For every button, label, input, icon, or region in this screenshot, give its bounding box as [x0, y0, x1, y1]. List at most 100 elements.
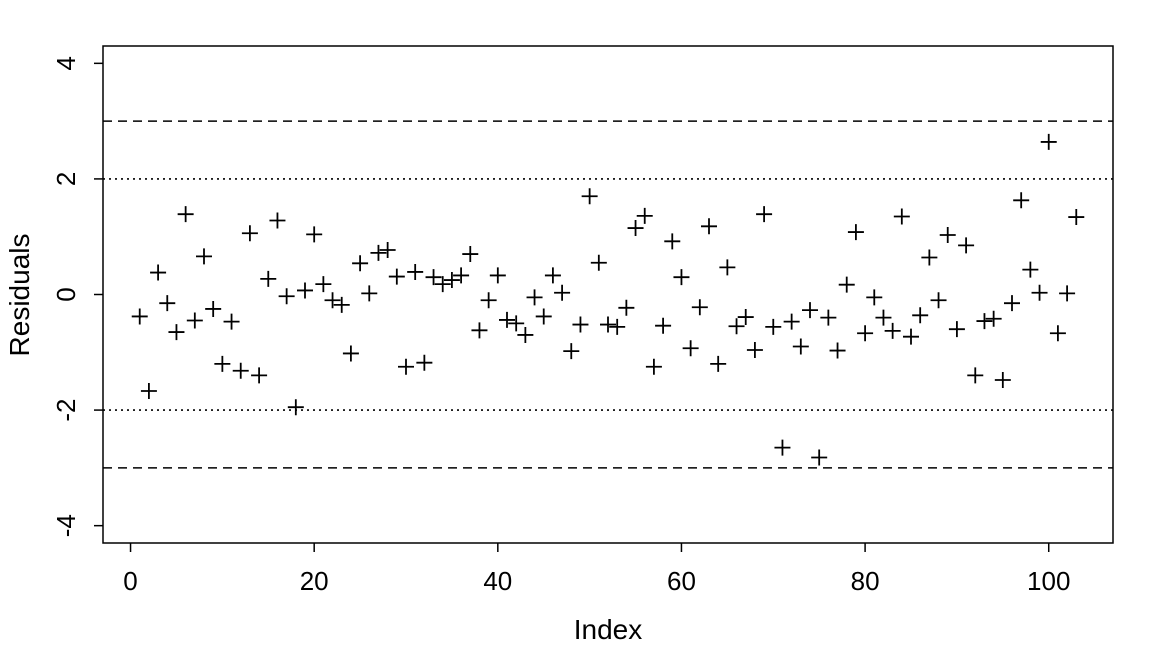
data-point	[554, 284, 571, 301]
y-tick-label: 4	[51, 56, 81, 70]
x-tick-label: 0	[123, 566, 137, 596]
data-point	[269, 212, 286, 229]
data-point	[921, 249, 938, 266]
y-tick-label: -4	[51, 514, 81, 537]
data-point	[994, 372, 1011, 389]
data-point	[912, 307, 929, 324]
data-point	[535, 308, 552, 325]
x-tick-label: 20	[300, 566, 329, 596]
data-point	[1004, 295, 1020, 312]
data-point	[1059, 285, 1076, 302]
data-point	[811, 449, 828, 466]
data-point	[1068, 209, 1085, 226]
data-point	[297, 282, 313, 299]
data-point	[875, 309, 892, 326]
data-point	[205, 300, 222, 317]
data-point	[1031, 284, 1048, 301]
data-point	[655, 317, 672, 334]
data-point	[223, 313, 240, 330]
data-point	[1013, 192, 1030, 209]
data-point	[847, 224, 864, 241]
y-tick-label: 2	[51, 172, 81, 186]
data-point	[287, 399, 304, 416]
data-point	[489, 267, 506, 284]
data-point	[967, 367, 984, 384]
data-point	[664, 233, 681, 250]
data-point	[710, 355, 727, 372]
data-point	[526, 289, 543, 306]
data-point	[893, 208, 910, 225]
y-axis: -4 -2 0 2 4	[51, 56, 103, 537]
data-point	[857, 325, 874, 342]
reference-lines	[103, 120, 1113, 469]
data-point	[985, 310, 1002, 327]
data-point	[517, 326, 534, 343]
x-tick-label: 80	[851, 566, 880, 596]
data-point	[416, 354, 433, 371]
data-point	[315, 276, 332, 293]
data-point	[600, 316, 616, 333]
data-point	[398, 358, 414, 375]
data-point	[627, 220, 644, 237]
data-point	[232, 362, 249, 379]
data-point	[434, 276, 451, 293]
data-point	[251, 367, 268, 384]
data-point	[1040, 133, 1057, 150]
data-point	[508, 315, 525, 332]
data-point	[774, 439, 791, 456]
y-axis-label: Residuals	[4, 234, 35, 357]
data-point	[746, 341, 763, 358]
data-point	[1049, 325, 1066, 342]
data-point	[333, 296, 350, 313]
data-point	[590, 254, 607, 271]
x-axis: 0 20 40 60 80 100	[123, 543, 1070, 596]
data-point	[352, 255, 369, 272]
data-points	[131, 133, 1085, 466]
data-point	[939, 226, 956, 243]
data-point	[425, 269, 442, 286]
data-point	[361, 285, 378, 302]
data-point	[159, 295, 176, 312]
data-point	[214, 355, 231, 372]
data-point	[306, 226, 323, 243]
data-point	[737, 309, 754, 326]
data-point	[765, 318, 782, 335]
data-point	[820, 309, 837, 326]
data-point	[609, 318, 626, 335]
data-point	[453, 267, 470, 284]
data-point	[388, 268, 405, 285]
data-point	[196, 248, 212, 265]
data-point	[930, 292, 947, 309]
data-point	[673, 269, 690, 286]
data-point	[499, 311, 515, 328]
data-point	[342, 345, 359, 362]
x-axis-label: Index	[574, 614, 643, 645]
data-point	[480, 292, 497, 309]
data-point	[866, 289, 883, 306]
data-point	[756, 206, 773, 223]
data-point	[728, 318, 745, 335]
data-point	[618, 299, 635, 316]
data-point	[958, 237, 975, 254]
data-point	[544, 267, 561, 284]
data-point	[407, 263, 424, 280]
data-point	[186, 312, 203, 329]
data-point	[278, 288, 295, 305]
data-point	[802, 302, 818, 319]
data-point	[1022, 261, 1039, 278]
data-point	[131, 308, 148, 325]
y-tick-label: 0	[51, 287, 81, 301]
data-point	[645, 358, 662, 375]
x-tick-label: 40	[483, 566, 512, 596]
data-point	[443, 272, 460, 289]
data-point	[948, 321, 965, 338]
x-tick-label: 60	[667, 566, 696, 596]
data-point	[838, 276, 855, 293]
data-point	[168, 324, 185, 341]
data-point	[792, 338, 809, 355]
data-point	[462, 246, 479, 263]
data-point	[701, 218, 717, 235]
data-point	[260, 270, 277, 287]
data-point	[829, 342, 846, 359]
